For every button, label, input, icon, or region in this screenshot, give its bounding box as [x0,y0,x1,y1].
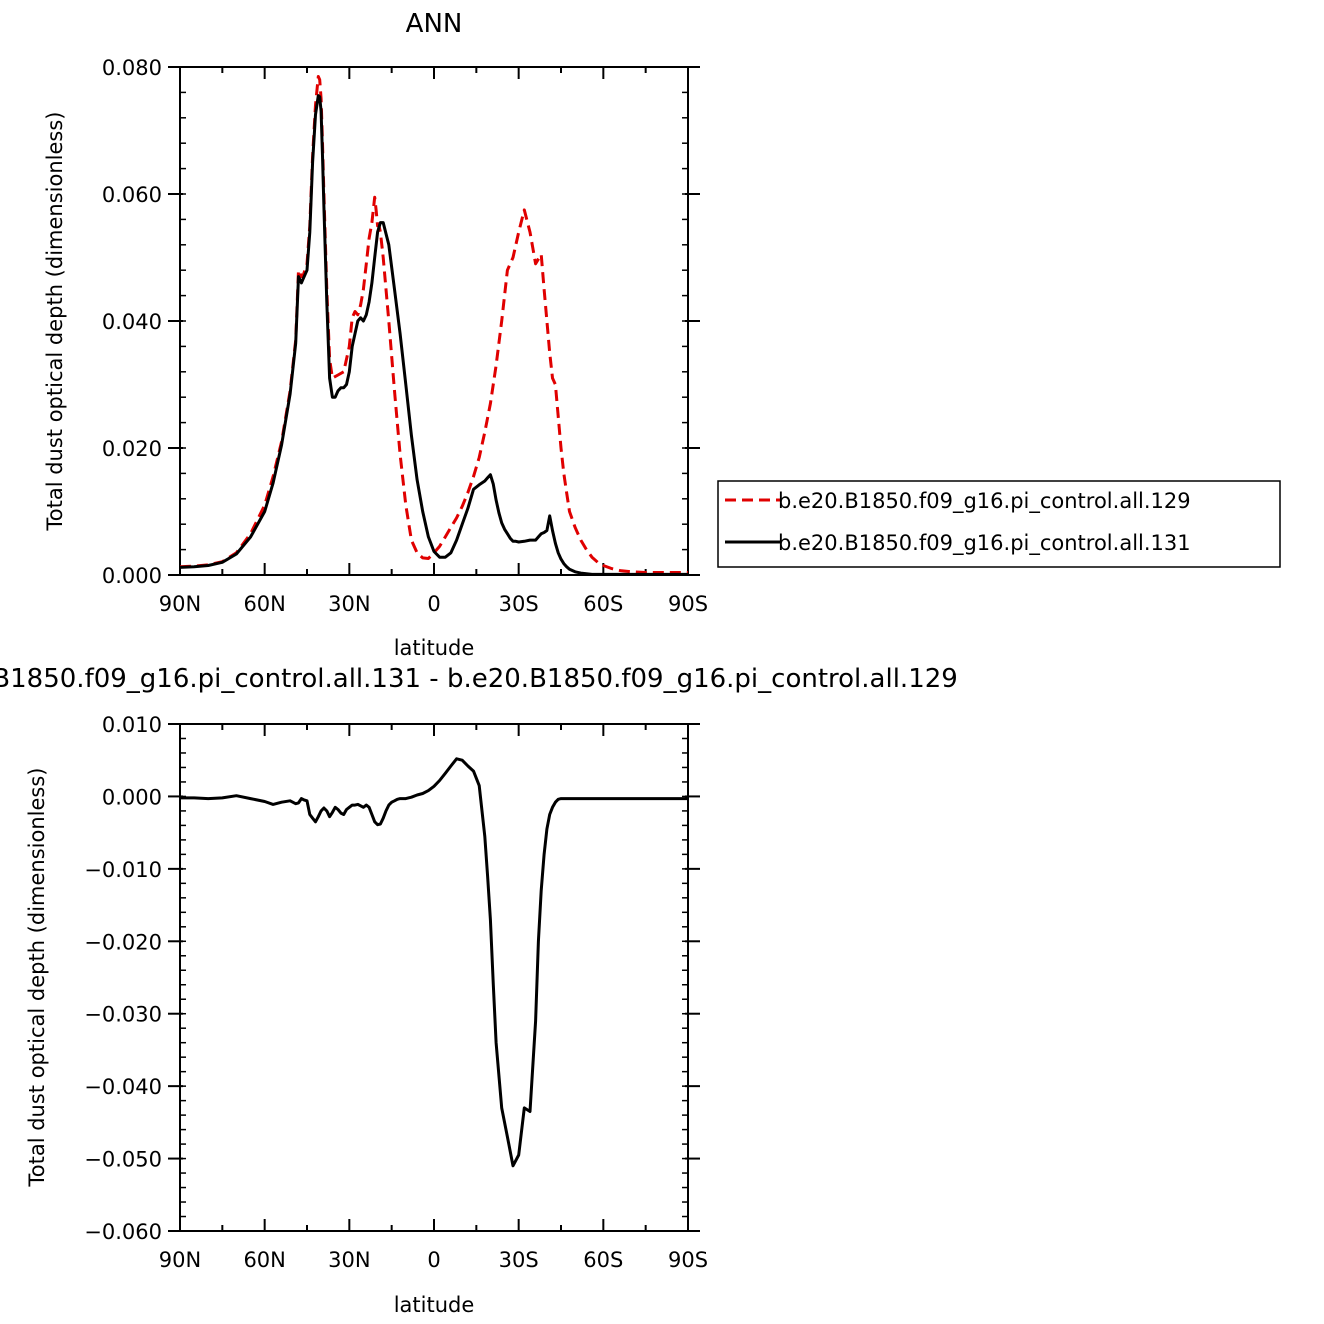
x-tick-label: 60N [243,1248,285,1272]
legend: b.e20.B1850.f09_g16.pi_control.all.129 b… [717,480,1281,568]
x-tick-label: 60N [243,592,285,616]
x-tick-label: 30N [328,592,370,616]
y-tick-label: 0.000 [102,564,162,588]
y-tick-label: −0.050 [84,1148,162,1172]
x-tick-label: 90S [668,592,708,616]
series-line-0 [180,75,688,574]
top-panel: ANN 90N 60N 30N 0 30S 60S 90S 0.000 0.020 0.040 0.… [43,9,1281,660]
x-tick-label: 30N [328,1248,370,1272]
top-y-axis-label: Total dust optical depth (dimensionless) [43,112,67,532]
y-tick-label: 0.040 [102,310,162,334]
y-tick-label: 0.080 [102,56,162,80]
y-tick-label: 0.020 [102,437,162,461]
x-tick-label: 90N [159,1248,201,1272]
legend-box [717,480,1281,568]
x-tick-label: 90N [159,592,201,616]
y-tick-label: 0.060 [102,183,162,207]
x-tick-label: 60S [583,1248,623,1272]
y-tick-label: −0.030 [84,1003,162,1027]
x-tick-label: 90S [668,1248,708,1272]
series-line-0 [180,757,688,1168]
bottom-y-axis-label: Total dust optical depth (dimensionless) [25,768,49,1188]
x-tick-label: 60S [583,592,623,616]
bottom-plot-area: 90N 60N 30N 0 30S 60S 90S 0.010 0.000 −0.010 −0.02… [84,713,708,1272]
y-tick-label: −0.040 [84,1075,162,1099]
y-tick-label: −0.060 [84,1220,162,1244]
top-chart-title: ANN [406,9,463,39]
top-plot-area: 90N 60N 30N 0 30S 60S 90S 0.000 0.020 0.040 0.060 0… [102,56,708,616]
series-line-1 [180,94,688,576]
y-tick-label: −0.020 [84,930,162,954]
y-tick-label: 0.000 [102,785,162,809]
y-tick-label: 0.010 [102,713,162,737]
legend-label-series-131: b.e20.B1850.f09_g16.pi_control.all.131 [778,531,1191,556]
plot-frame [179,66,689,576]
x-tick-label: 0 [427,592,440,616]
y-tick-label: −0.010 [84,858,162,882]
x-tick-label: 30S [499,1248,539,1272]
bottom-x-axis-label: latitude [394,1293,475,1317]
x-tick-label: 0 [427,1248,440,1272]
top-x-axis-label: latitude [394,636,475,660]
x-tick-label: 30S [499,592,539,616]
bottom-panel: b.e20.B1850.f09_g16.pi_control.all.131 -… [0,664,958,1317]
bottom-chart-title: b.e20.B1850.f09_g16.pi_control.all.131 -… [0,664,958,694]
legend-label-series-129: b.e20.B1850.f09_g16.pi_control.all.129 [778,489,1191,514]
